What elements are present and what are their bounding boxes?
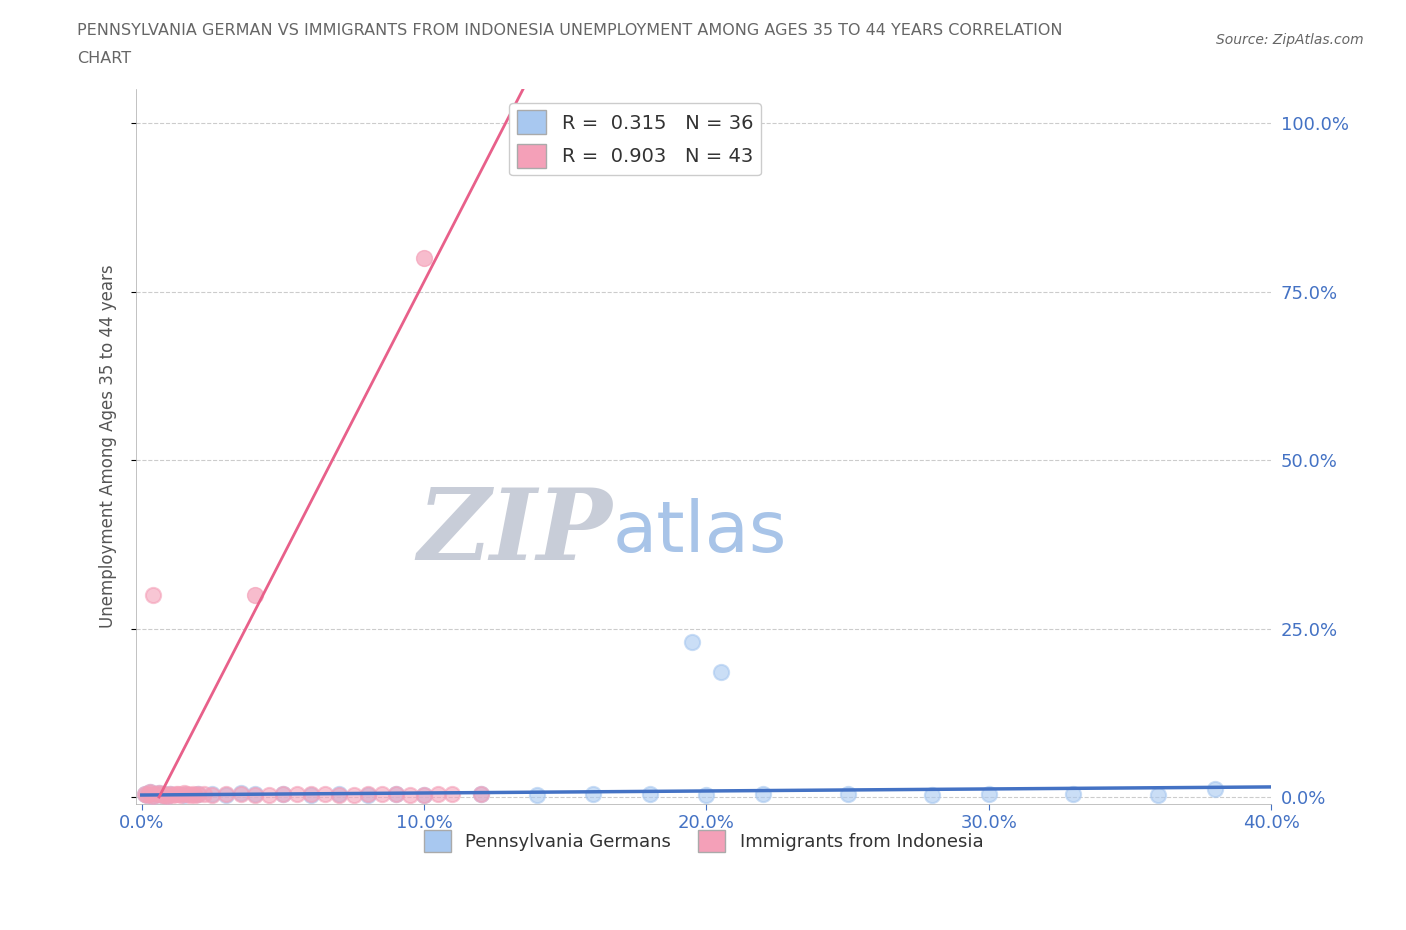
Point	[150, 788, 173, 803]
Point	[314, 786, 336, 801]
Point	[413, 788, 436, 803]
Point	[243, 588, 266, 603]
Point	[179, 788, 201, 803]
Point	[427, 787, 450, 802]
Point	[229, 787, 252, 802]
Point	[165, 786, 187, 801]
Point	[681, 634, 703, 649]
Text: CHART: CHART	[77, 51, 131, 66]
Point	[243, 787, 266, 802]
Point	[526, 788, 548, 803]
Point	[837, 786, 859, 801]
Point	[285, 787, 308, 802]
Point	[201, 788, 224, 803]
Point	[134, 786, 156, 801]
Point	[153, 786, 176, 801]
Point	[181, 786, 204, 801]
Point	[243, 788, 266, 803]
Point	[356, 788, 378, 803]
Point	[328, 788, 350, 803]
Point	[159, 787, 181, 802]
Point	[142, 789, 165, 804]
Point	[139, 785, 162, 800]
Point	[201, 787, 224, 802]
Point	[441, 787, 464, 802]
Point	[385, 786, 408, 801]
Point	[977, 786, 1000, 801]
Point	[136, 788, 159, 803]
Point	[153, 788, 176, 803]
Point	[176, 787, 198, 802]
Point	[215, 788, 238, 803]
Point	[173, 786, 195, 801]
Point	[1204, 781, 1226, 796]
Point	[413, 788, 436, 803]
Point	[695, 788, 717, 803]
Text: PENNSYLVANIA GERMAN VS IMMIGRANTS FROM INDONESIA UNEMPLOYMENT AMONG AGES 35 TO 4: PENNSYLVANIA GERMAN VS IMMIGRANTS FROM I…	[77, 23, 1063, 38]
Point	[142, 588, 165, 603]
Point	[148, 786, 170, 801]
Point	[752, 787, 775, 802]
Point	[356, 787, 378, 802]
Text: Source: ZipAtlas.com: Source: ZipAtlas.com	[1216, 33, 1364, 46]
Point	[156, 789, 179, 804]
Point	[299, 787, 322, 802]
Point	[156, 789, 179, 804]
Point	[470, 786, 492, 801]
Point	[215, 786, 238, 801]
Point	[1147, 788, 1170, 803]
Legend: Pennsylvania Germans, Immigrants from Indonesia: Pennsylvania Germans, Immigrants from In…	[416, 822, 991, 859]
Point	[187, 786, 209, 801]
Point	[148, 786, 170, 801]
Point	[170, 788, 193, 803]
Point	[193, 786, 215, 801]
Point	[271, 786, 294, 801]
Point	[145, 787, 167, 802]
Point	[1062, 787, 1084, 802]
Point	[159, 787, 181, 802]
Point	[399, 788, 422, 803]
Point	[136, 788, 159, 803]
Y-axis label: Unemployment Among Ages 35 to 44 years: Unemployment Among Ages 35 to 44 years	[100, 265, 117, 629]
Point	[145, 787, 167, 802]
Point	[139, 787, 162, 802]
Point	[328, 787, 350, 802]
Text: atlas: atlas	[613, 498, 787, 566]
Point	[142, 789, 165, 804]
Point	[187, 787, 209, 802]
Point	[371, 787, 394, 802]
Point	[342, 788, 364, 803]
Text: ZIP: ZIP	[418, 484, 613, 580]
Point	[184, 788, 207, 803]
Point	[134, 786, 156, 801]
Point	[470, 787, 492, 802]
Point	[162, 788, 184, 803]
Point	[139, 785, 162, 800]
Point	[299, 788, 322, 803]
Point	[709, 665, 731, 680]
Point	[413, 250, 436, 265]
Point	[271, 786, 294, 801]
Point	[638, 787, 661, 802]
Point	[153, 786, 176, 801]
Point	[173, 788, 195, 803]
Point	[385, 786, 408, 801]
Point	[582, 786, 605, 801]
Point	[229, 786, 252, 801]
Point	[257, 788, 280, 803]
Point	[150, 788, 173, 803]
Point	[167, 787, 190, 802]
Point	[921, 788, 943, 803]
